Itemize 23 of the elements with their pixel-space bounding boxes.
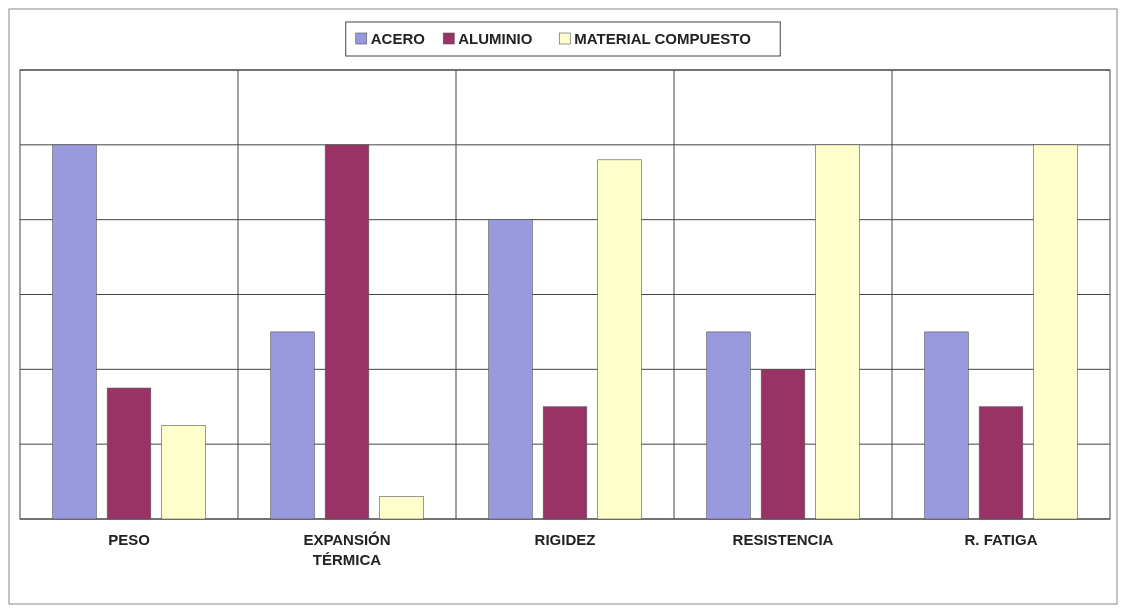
bar [978,406,1024,520]
bar [597,159,642,520]
x-tick-label: R. FATIGA [964,531,1038,548]
bar [542,406,588,520]
x-tick-label: RESISTENCIA [732,531,834,548]
bar [161,425,206,520]
x-tick-label: EXPANSIÓN TÉRMICA [303,531,391,568]
bar [924,331,969,520]
legend-label: ALUMINIO [458,30,533,47]
bar [488,219,533,520]
bar [106,387,152,520]
bar [270,331,315,520]
legend-label: MATERIAL COMPUESTO [574,30,752,47]
bar [324,144,370,520]
x-tick-label: RIGIDEZ [534,531,596,548]
bar [815,144,860,520]
bar [52,144,97,520]
x-tick-label: PESO [108,531,151,548]
bar [379,496,424,520]
legend-label: ACERO [370,30,426,47]
bar [1033,144,1078,520]
bar [760,369,806,520]
bar [706,331,751,520]
